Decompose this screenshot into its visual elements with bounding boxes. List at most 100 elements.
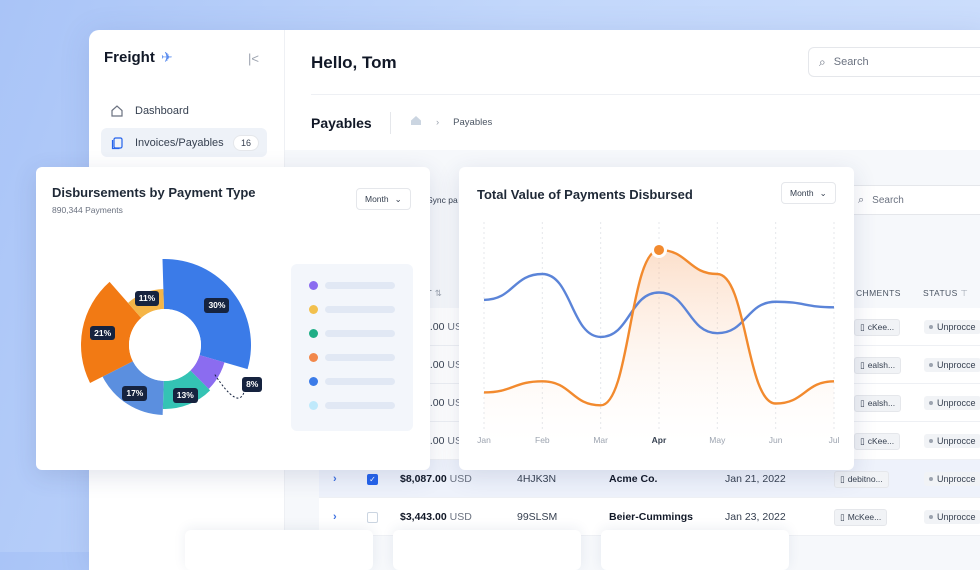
- collapse-sidebar-icon[interactable]: |<: [248, 51, 259, 66]
- filter-icon: ⊤: [960, 288, 969, 298]
- table-search-input[interactable]: ⌕ Search: [847, 185, 980, 215]
- app-logo: Freight: [104, 49, 155, 66]
- card-title: Disbursements by Payment Type: [52, 185, 256, 200]
- divider: [390, 112, 391, 134]
- home-icon[interactable]: [410, 115, 422, 129]
- chevron-down-icon: ⌄: [819, 187, 827, 198]
- sidebar-item-invoices[interactable]: Invoices/Payables 16: [101, 128, 267, 157]
- row-checkbox[interactable]: ✓: [367, 460, 378, 498]
- file-icon: ▯: [860, 321, 865, 332]
- expand-row-button[interactable]: ›: [333, 460, 337, 498]
- card-subtitle: 890,344 Payments: [52, 205, 123, 215]
- legend-swatch: [309, 401, 318, 410]
- attachment-cell[interactable]: ▯ ealsh...: [854, 384, 902, 422]
- slice-label: 8%: [242, 377, 263, 392]
- attachment-cell[interactable]: ▯ cKee...: [854, 308, 901, 346]
- donut-slice: [190, 355, 225, 389]
- file-icon: ▯: [860, 359, 865, 370]
- donut-slice: [162, 259, 251, 370]
- sort-icon: ⇅: [434, 288, 443, 298]
- x-tick-label: Feb: [535, 435, 550, 445]
- legend-swatch: [309, 281, 318, 290]
- vendor-cell: Acme Co.: [609, 473, 658, 485]
- amount-cell: $8,087.00 USD: [400, 473, 472, 485]
- table-row[interactable]: › $3,443.00 USD 99SLSM Beier-Cummings Ja…: [319, 498, 980, 536]
- legend-label-placeholder: [325, 378, 395, 385]
- line-chart: [483, 222, 835, 442]
- search-icon: ⌕: [819, 54, 826, 69]
- legend-label-placeholder: [325, 306, 395, 313]
- area-fill: [484, 249, 834, 442]
- vendor-cell: Beier-Cummings: [609, 511, 694, 523]
- x-tick-label: Apr: [651, 435, 667, 445]
- chevron-right-icon: ›: [333, 473, 337, 485]
- legend-swatch: [309, 353, 318, 362]
- highlight-point[interactable]: [654, 244, 664, 255]
- slice-label: 21%: [90, 325, 116, 341]
- check-icon: ✓: [367, 473, 378, 485]
- reference-cell: 99SLSM: [517, 511, 558, 523]
- chevron-right-icon: ›: [333, 511, 337, 523]
- expand-row-button[interactable]: ›: [333, 498, 337, 536]
- legend-swatch: [309, 329, 318, 338]
- column-header-status[interactable]: STATUS ⊤: [923, 288, 969, 298]
- slice-label: 17%: [122, 386, 148, 401]
- attachment-cell[interactable]: ▯ ealsh...: [854, 346, 902, 384]
- summary-card: [185, 530, 373, 570]
- period-dropdown[interactable]: Month ⌄: [781, 182, 836, 204]
- leader-line: [214, 374, 245, 399]
- breadcrumb: › Payables: [410, 115, 492, 129]
- date-cell: Jan 21, 2022: [725, 473, 786, 485]
- slice-label: 11%: [134, 291, 160, 306]
- x-tick-label: Mar: [593, 435, 608, 445]
- sidebar-item-dashboard[interactable]: Dashboard: [101, 96, 267, 125]
- series-line: [483, 272, 835, 339]
- attachment-cell[interactable]: ▯ cKee...: [854, 422, 901, 460]
- search-input[interactable]: ⌕ Search: [808, 47, 980, 77]
- status-badge: Unprocce: [924, 384, 980, 422]
- file-icon: ▯: [860, 397, 865, 408]
- search-icon: ⌕: [858, 193, 865, 206]
- column-header-attachments[interactable]: CHMENTS: [856, 288, 901, 298]
- file-icon: ▯: [840, 473, 845, 484]
- file-icon: ▯: [840, 511, 845, 522]
- table-row[interactable]: › ✓ $8,087.00 USD 4HJK3N Acme Co. Jan 21…: [319, 460, 980, 498]
- chevron-right-icon: ›: [436, 116, 440, 128]
- count-badge: 16: [232, 134, 259, 151]
- search-placeholder: Search: [833, 56, 869, 68]
- page-title: Payables: [311, 115, 372, 131]
- legend-label-placeholder: [325, 282, 395, 289]
- status-badge: Unprocce: [924, 498, 980, 536]
- breadcrumb-current[interactable]: Payables: [453, 116, 493, 128]
- file-icon: ▯: [860, 435, 865, 446]
- x-tick-label: Jan: [477, 435, 491, 445]
- reference-cell: 4HJK3N: [517, 473, 557, 485]
- sidebar-item-label: Invoices/Payables: [135, 136, 224, 149]
- payments-disbursed-card: Total Value of Payments Disbursed Month ⌄…: [459, 167, 854, 470]
- legend-label-placeholder: [325, 402, 395, 409]
- sync-button[interactable]: Sync pa: [427, 195, 458, 205]
- documents-icon: [109, 135, 125, 151]
- summary-card: [393, 530, 581, 570]
- amount-cell: $3,443.00 USD: [400, 511, 472, 523]
- legend-label-placeholder: [325, 354, 395, 361]
- status-badge: Unprocce: [924, 346, 980, 384]
- attachment-cell[interactable]: ▯ debitno...: [834, 460, 889, 498]
- legend-label-placeholder: [325, 330, 395, 337]
- home-icon: [109, 103, 125, 119]
- x-tick-label: Jul: [828, 435, 840, 445]
- sidebar-item-label: Dashboard: [135, 104, 189, 117]
- chevron-down-icon: ⌄: [394, 193, 402, 204]
- period-dropdown[interactable]: Month ⌄: [356, 188, 411, 210]
- search-placeholder: Search: [872, 194, 904, 206]
- plane-icon: ✈: [161, 49, 173, 65]
- slice-label: 30%: [204, 298, 230, 313]
- status-badge: Unprocce: [924, 460, 980, 498]
- greeting: Hello, Tom: [311, 53, 397, 72]
- attachment-cell[interactable]: ▯ McKee...: [834, 498, 888, 536]
- row-checkbox[interactable]: [367, 498, 378, 536]
- disbursements-by-type-card: Disbursements by Payment Type 890,344 Pa…: [36, 167, 430, 470]
- legend-swatch: [309, 305, 318, 314]
- status-badge: Unprocce: [924, 422, 980, 460]
- legend-swatch: [309, 377, 318, 386]
